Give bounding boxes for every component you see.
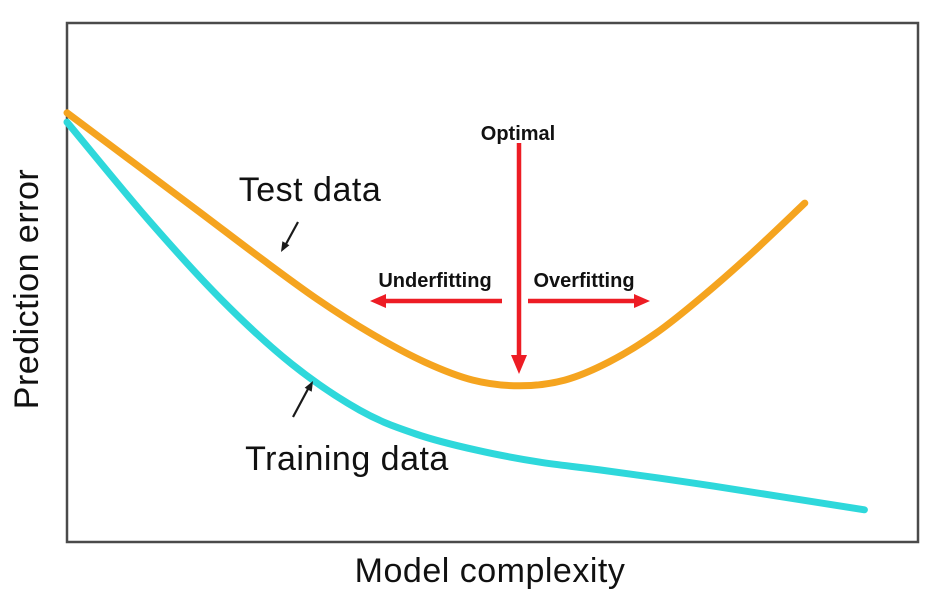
x-axis-label: Model complexity: [354, 552, 626, 590]
underfitting-annotation-label: Underfitting: [378, 270, 492, 292]
training-data-pointer-arrow: [292, 381, 313, 418]
training-data-curve: [63, 118, 868, 514]
training-data-series-label: Training data: [245, 440, 449, 478]
overfitting-arrow: [528, 294, 650, 308]
y-axis-label: Prediction error: [8, 168, 46, 410]
test-data-curve: [63, 109, 809, 390]
optimal-annotation-label: Optimal: [480, 123, 556, 145]
plot-border: [65, 21, 920, 544]
test-data-series-label: Test data: [238, 171, 382, 209]
optimal-arrow: [511, 143, 527, 374]
overfitting-annotation-label: Overfitting: [533, 270, 635, 292]
test-data-pointer-arrow: [281, 221, 299, 252]
underfitting-arrow: [370, 294, 502, 308]
